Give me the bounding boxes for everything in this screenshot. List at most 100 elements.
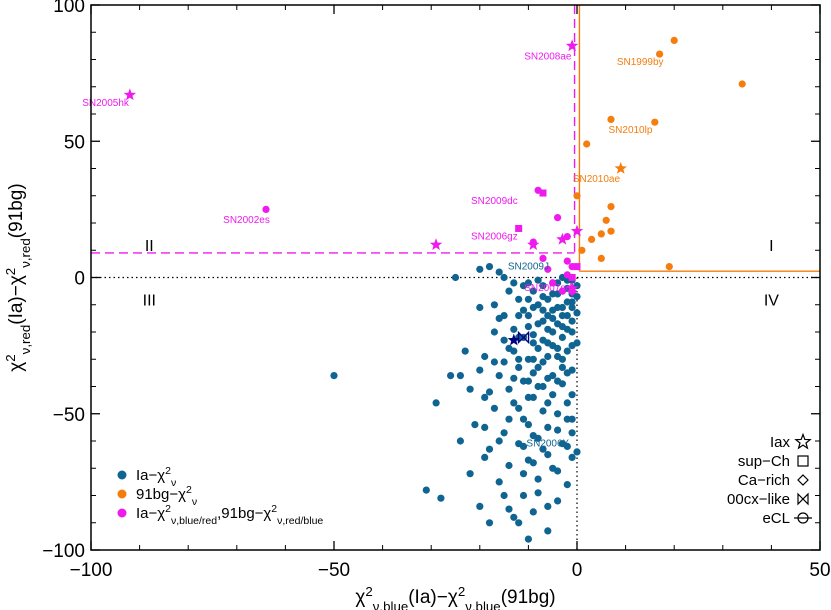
point-s1-12 <box>578 246 586 254</box>
data-points <box>262 36 746 543</box>
point-s0-69 <box>554 497 562 505</box>
y-tick-label-4: 100 <box>53 0 85 17</box>
point-s1-5 <box>583 140 591 148</box>
legend-marker-0 <box>117 470 127 480</box>
point-s0-7 <box>461 347 469 355</box>
point-s0-5 <box>447 372 455 380</box>
point-s0-103 <box>549 328 557 336</box>
point-s0-127 <box>505 415 513 423</box>
point-s0-133 <box>568 391 576 399</box>
annotations: SN2005hk SN2008ae SN1999by SN2010lp SN2010ae… <box>82 52 663 450</box>
y-tick-label-1: −50 <box>53 405 85 426</box>
point-s0-94 <box>505 287 513 295</box>
point-s0-3 <box>437 494 445 502</box>
point-s0-54 <box>539 445 547 453</box>
point-s0-154 <box>524 279 533 287</box>
point-s0-163 <box>554 426 562 434</box>
point-s0-152 <box>505 344 513 352</box>
point-s0-11 <box>476 502 484 510</box>
point-s0-85 <box>568 453 576 461</box>
point-s0-167 <box>524 377 533 385</box>
point-s0-157 <box>549 314 557 322</box>
point-s0-4 <box>456 372 464 380</box>
square-marker-11 <box>573 263 581 271</box>
point-s0-23 <box>505 385 513 393</box>
point-s0-0 <box>330 372 338 380</box>
point-s0-68 <box>554 410 562 418</box>
point-s0-19 <box>495 478 503 486</box>
point-s0-12 <box>481 352 489 361</box>
point-s0-128 <box>515 404 523 412</box>
legend-label-2: Ia−χ2ν,blue/red,91bg−χ2ν,red/blue <box>136 503 323 527</box>
star-marker-8 <box>507 333 520 346</box>
legend-symbol-label-4: eCL <box>762 510 790 527</box>
point-s0-21 <box>500 358 508 366</box>
point-s0-134 <box>456 437 464 445</box>
point-s0-13 <box>481 423 489 431</box>
point-s1-1 <box>656 50 664 58</box>
legend-series: Ia−χ2ν91bg−χ2νIa−χ2ν,blue/red,91bg−χ2ν,r… <box>117 465 323 527</box>
point-s0-168 <box>534 363 542 371</box>
point-s2-0 <box>262 205 270 213</box>
x-tick-label-1: −50 <box>318 560 350 581</box>
point-s1-10 <box>597 230 605 238</box>
point-s0-138 <box>544 502 552 510</box>
y-tick-label-2: 0 <box>74 269 85 290</box>
point-s0-87 <box>573 309 581 317</box>
point-s0-144 <box>534 434 542 442</box>
annotation-sn2006gz: SN2006gz <box>471 231 518 242</box>
point-s2-10 <box>558 287 567 295</box>
point-s0-79 <box>563 481 571 489</box>
point-s0-1 <box>432 399 440 407</box>
diamond-marker-13 <box>567 286 578 297</box>
legend-label-0: Ia−χ2ν <box>136 465 176 489</box>
point-s0-173 <box>568 303 576 312</box>
point-s0-116 <box>534 320 542 328</box>
point-s0-140 <box>563 369 571 377</box>
x-axis: −100 −50 0 50 <box>70 5 831 581</box>
star-marker-4 <box>556 232 569 245</box>
point-s0-17 <box>490 404 498 412</box>
annotation-sn2010ae: SN2010ae <box>573 174 621 185</box>
point-s0-137 <box>534 489 542 497</box>
point-s2-4 <box>563 257 571 265</box>
point-s0-29 <box>515 363 523 371</box>
point-s0-95 <box>510 279 518 287</box>
square-marker-10 <box>515 224 523 232</box>
point-s0-35 <box>519 491 528 500</box>
annotation-sn2009j: SN2009J <box>508 261 549 272</box>
point-s0-49 <box>534 475 542 483</box>
special-points <box>123 39 627 346</box>
point-s1-14 <box>597 254 605 262</box>
point-s1-11 <box>588 235 596 243</box>
point-s0-41 <box>529 287 537 295</box>
point-s0-59 <box>544 527 552 535</box>
annotation-sn2002es: SN2002es <box>223 215 270 226</box>
point-s2-7 <box>539 254 547 262</box>
point-s0-164 <box>563 442 571 450</box>
point-s0-98 <box>524 323 533 331</box>
star-marker-3 <box>527 238 540 251</box>
point-s0-160 <box>519 442 528 450</box>
point-s0-100 <box>534 276 542 284</box>
point-s0-63 <box>549 391 557 399</box>
point-s0-155 <box>529 355 537 363</box>
point-s0-153 <box>515 312 523 320</box>
annotation-sn1999by: SN1999by <box>617 57 664 68</box>
point-s1-2 <box>738 80 746 88</box>
point-s0-131 <box>549 372 557 380</box>
legend-label-1: 91bg−χ2ν <box>136 484 197 508</box>
legend-marker-1 <box>117 489 127 499</box>
point-s0-123 <box>568 342 576 350</box>
point-s0-9 <box>466 470 474 478</box>
point-s0-2 <box>422 486 430 494</box>
annotation-sn2007qd: SN2007qd <box>524 283 571 294</box>
legend-symbol-label-3: 00cx−like <box>727 491 790 508</box>
point-s0-92 <box>495 268 503 276</box>
star-marker-0 <box>123 88 137 101</box>
point-s0-139 <box>554 377 562 385</box>
point-s0-135 <box>485 519 494 527</box>
y-tick-label-3: 50 <box>64 132 85 153</box>
point-s0-31 <box>515 519 523 527</box>
star-marker-1 <box>429 238 443 251</box>
